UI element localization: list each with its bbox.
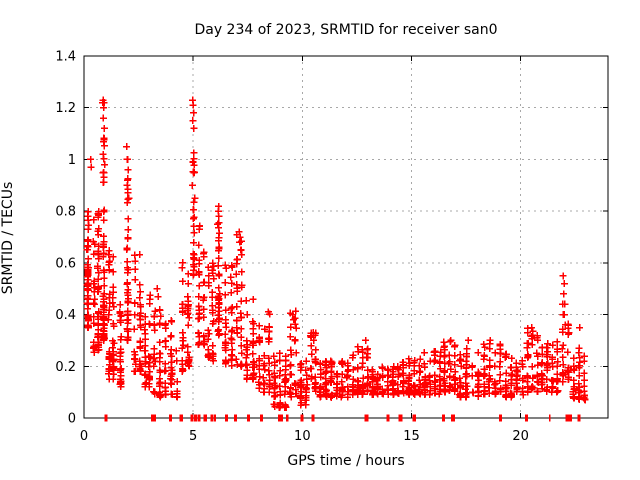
y-tick-label: 0.8 [55,205,76,220]
x-tick-label: 5 [189,429,197,444]
x-tick-label: 10 [294,429,311,444]
tick-labels: 0 5 10 15 20 0 0.2 0.4 0.6 0.8 1 1.2 1.4 [55,50,529,445]
x-tick-label: 15 [403,429,420,444]
y-tick-label: 1 [68,153,76,168]
data-points [83,96,589,412]
y-tick-label: 0.6 [55,256,76,271]
x-tick-label: 0 [80,429,88,444]
y-tick-label: 1.4 [55,50,76,65]
chart-title: Day 234 of 2023, SRMTID for receiver san… [194,22,498,38]
y-tick-label: 0.4 [55,308,76,323]
baseline-points [104,414,581,422]
x-axis-title: GPS time / hours [287,453,405,469]
x-tick-label: 20 [512,429,529,444]
y-tick-label: 0.2 [55,360,76,375]
y-tick-label: 1.2 [55,101,76,116]
plot-border [83,55,609,419]
y-tick-label: 0 [68,412,76,427]
